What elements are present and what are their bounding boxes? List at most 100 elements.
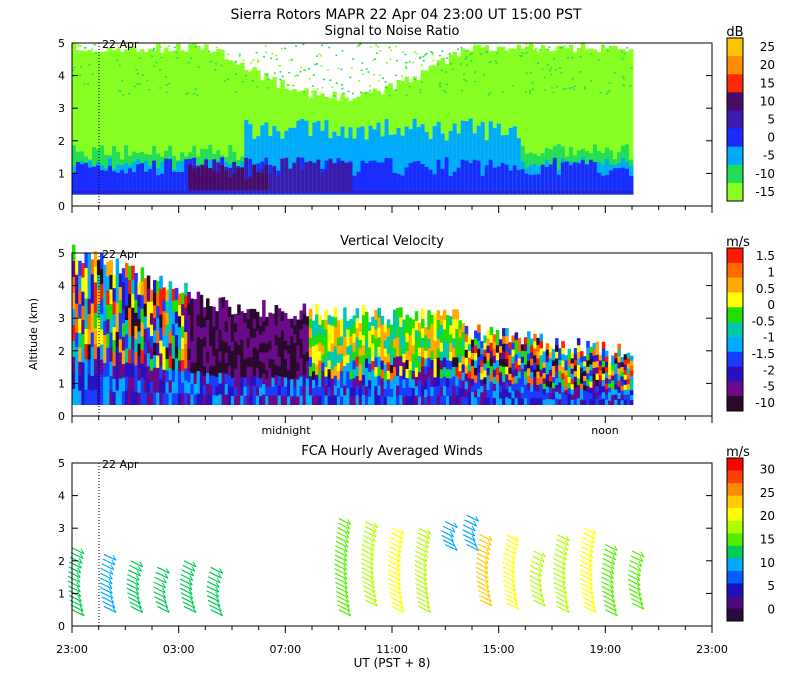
wind-barb-flag xyxy=(161,587,166,594)
heatmap-cell xyxy=(611,389,615,396)
heatmap-cell xyxy=(268,358,272,369)
heatmap-cell xyxy=(498,358,503,366)
heatmap-cell xyxy=(502,373,506,383)
wind-barb xyxy=(553,567,566,575)
heatmap-cell xyxy=(284,157,289,193)
heatmap-cell xyxy=(408,352,413,362)
heatmap-cell xyxy=(143,303,148,317)
heatmap-cell xyxy=(371,316,375,326)
heatmap-cell xyxy=(302,333,307,345)
wind-barb-flag xyxy=(77,567,82,574)
heatmap-cell xyxy=(536,174,542,195)
heatmap-cell xyxy=(595,398,600,405)
heatmap-cell xyxy=(520,350,525,357)
heatmap-cell xyxy=(489,326,494,336)
heatmap-cell xyxy=(199,349,204,362)
heatmap-speckle xyxy=(402,51,405,53)
heatmap-cell xyxy=(152,50,157,195)
heatmap-speckle xyxy=(559,67,562,69)
heatmap-speckle xyxy=(328,46,331,49)
heatmap-speckle xyxy=(205,45,208,47)
heatmap-cell xyxy=(389,380,394,389)
heatmap-cell xyxy=(187,336,191,349)
heatmap-speckle xyxy=(241,66,244,68)
heatmap-cell xyxy=(355,337,360,348)
wind-barb-flag xyxy=(512,585,517,592)
heatmap-speckle xyxy=(136,62,139,65)
wind-barb-flag xyxy=(78,600,83,607)
heatmap-cell xyxy=(128,376,132,392)
wind-barb xyxy=(103,605,117,613)
heatmap-cell xyxy=(330,360,335,370)
heatmap-cell xyxy=(131,265,135,280)
heatmap-cell xyxy=(324,357,328,368)
heatmap-cell xyxy=(268,321,272,332)
wind-barb xyxy=(629,559,643,568)
heatmap-cell xyxy=(496,46,502,195)
heatmap-cell xyxy=(452,51,458,195)
heatmap-cell xyxy=(428,138,434,195)
heatmap-speckle xyxy=(629,85,632,87)
heatmap-cell xyxy=(576,351,581,359)
wind-barb xyxy=(361,557,374,566)
heatmap-cell xyxy=(400,191,405,193)
wind-barb-flag xyxy=(188,579,193,586)
heatmap-cell xyxy=(265,334,269,344)
heatmap-cell xyxy=(184,51,189,195)
heatmap-cell xyxy=(442,310,447,320)
heatmap-cell xyxy=(78,275,82,290)
heatmap-cell xyxy=(424,327,428,336)
wind-barb xyxy=(554,591,568,599)
wind-barb xyxy=(418,527,431,535)
heatmap-cell xyxy=(212,326,216,337)
heatmap-cell xyxy=(598,384,603,391)
heatmap-cell xyxy=(115,302,120,318)
wind-barb xyxy=(604,604,617,612)
heatmap-cell xyxy=(308,318,313,329)
heatmap-cell xyxy=(380,162,385,195)
heatmap-speckle xyxy=(126,46,129,48)
heatmap-cell xyxy=(548,191,554,193)
heatmap-speckle xyxy=(155,74,158,76)
heatmap-cell xyxy=(561,366,565,374)
heatmap-cell xyxy=(106,261,110,277)
heatmap-cell xyxy=(227,355,232,366)
heatmap-cell xyxy=(576,163,582,195)
heatmap-cell xyxy=(246,347,251,358)
heatmap-cell xyxy=(467,357,472,365)
heatmap-cell xyxy=(112,378,117,393)
heatmap-cell xyxy=(193,383,198,395)
heatmap-cell xyxy=(143,316,148,330)
heatmap-cell xyxy=(421,375,425,386)
heatmap-cell xyxy=(448,54,454,195)
wind-barb-flag xyxy=(425,538,430,544)
heatmap-cell xyxy=(389,356,394,366)
heatmap-cell xyxy=(573,365,578,372)
heatmap-cell xyxy=(442,376,447,387)
heatmap-cell xyxy=(386,387,391,397)
heatmap-cell xyxy=(542,356,547,363)
heatmap-cell xyxy=(115,316,120,332)
heatmap-speckle xyxy=(461,89,464,92)
heatmap-cell xyxy=(436,395,441,405)
wind-barb-flag xyxy=(488,535,493,541)
heatmap-cell xyxy=(358,355,363,365)
heatmap-cell xyxy=(361,334,366,346)
heatmap-cell xyxy=(464,349,469,358)
heatmap-cell xyxy=(237,334,241,345)
wind-barb-flag xyxy=(613,545,618,551)
heatmap-cell xyxy=(234,322,238,333)
heatmap-cell xyxy=(283,377,288,387)
heatmap-cell xyxy=(424,342,428,351)
heatmap-cell xyxy=(629,375,634,381)
wind-barb xyxy=(504,588,517,597)
heatmap-cell xyxy=(346,371,350,380)
heatmap-cell xyxy=(196,325,201,338)
heatmap-cell xyxy=(589,369,593,377)
heatmap-cell xyxy=(149,393,154,405)
wind-barb-flag xyxy=(453,545,458,551)
heatmap-cell xyxy=(439,369,444,379)
heatmap-speckle xyxy=(161,55,164,57)
wind-barb-flag xyxy=(563,592,568,599)
heatmap-cell xyxy=(311,354,316,364)
